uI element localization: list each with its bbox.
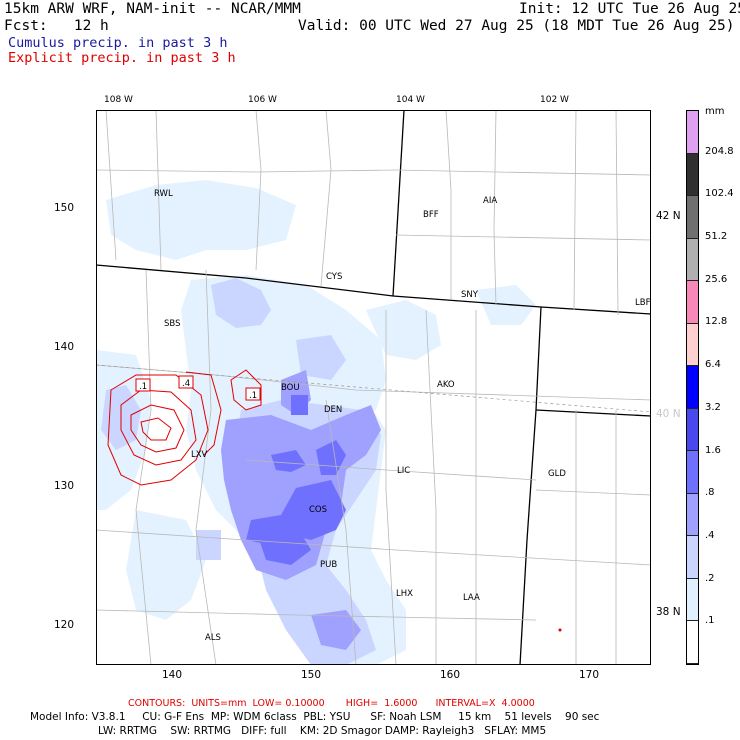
colorbar-label: 1.6 (705, 444, 721, 456)
colorbar-segment (687, 196, 698, 239)
precip-map: .1 .4 .1 RWL BFF AIA CYS SNY LBF SBS AKO… (96, 110, 651, 665)
explicit-legend-label: Explicit precip. in past 3 h (8, 50, 236, 66)
lon-label: 104 W (396, 95, 425, 105)
state-borders (96, 110, 651, 665)
station-label: LBF (635, 298, 651, 308)
colorbar-label: 102.4 (705, 188, 734, 200)
station-label: LXV (191, 450, 208, 460)
colorbar-segment (687, 408, 698, 452)
latlon-grid (96, 364, 651, 413)
contour-label-group: .1 .4 .1 (135, 375, 261, 401)
lon-label: 106 W (248, 95, 277, 105)
colorbar-label: 25.6 (705, 273, 728, 285)
lat-label: 38 N (656, 606, 681, 618)
map-frame (96, 110, 651, 665)
forecast-hour: Fcst: 12 h (4, 18, 109, 34)
colorbar-segment (687, 323, 698, 367)
explicit-precip-contours (107, 369, 262, 486)
colorbar-segment (687, 621, 698, 664)
station-label: SNY (461, 290, 479, 300)
cumulus-legend-label: Cumulus precip. in past 3 h (8, 35, 228, 51)
colorbar-label: .1 (705, 615, 715, 627)
contour-label: .1 (249, 391, 257, 401)
station-label: LHX (396, 589, 413, 599)
colorbar-label: .4 (705, 529, 715, 541)
contour-label: .4 (182, 379, 190, 389)
colorbar (686, 110, 699, 665)
colorbar-segment (687, 493, 698, 537)
station-label: DEN (324, 405, 342, 415)
lon-label: 108 W (104, 95, 133, 105)
colorbar-segment (687, 451, 698, 494)
colorbar-stack (687, 111, 698, 664)
valid-time: Valid: 00 UTC Wed 27 Aug 25 (18 MDT Tue … (298, 18, 735, 34)
colorbar-label: .8 (705, 487, 715, 499)
county-borders (96, 110, 651, 665)
station-label: BOU (281, 383, 300, 393)
left-tick-label: 130 (54, 480, 74, 492)
colorbar-unit: mm (705, 106, 725, 117)
model-info-line-2: LW: RRTMG SW: RRTMG DIFF: full KM: 2D Sm… (98, 725, 547, 737)
top-longitude-axis: 108 W 106 W 104 W 102 W (104, 95, 569, 105)
colorbar-label: 12.8 (705, 316, 728, 328)
left-tick-label: 140 (54, 341, 74, 353)
left-tick-label: 150 (54, 202, 74, 214)
init-time: Init: 12 UTC Tue 26 Aug 25 (519, 1, 740, 17)
lat-label: 42 N (656, 210, 681, 222)
lon-label: 102 W (540, 95, 569, 105)
colorbar-segment (687, 238, 698, 282)
station-label: PUB (320, 560, 337, 570)
colorbar-segment (687, 281, 698, 324)
explicit-precip-dot (558, 628, 562, 632)
station-label: CYS (326, 272, 342, 282)
precip-intense-area (246, 395, 346, 565)
colorbar-label: 6.4 (705, 359, 721, 371)
bottom-tick-label: 160 (440, 669, 460, 681)
bottom-tick-label: 140 (162, 669, 182, 681)
colorbar-segment (687, 153, 698, 197)
colorbar-label: 51.2 (705, 231, 728, 243)
model-info-line-1: Model Info: V3.8.1 CU: G-F Ens MP: WDM 6… (30, 711, 600, 723)
station-labels: RWL BFF AIA CYS SNY LBF SBS AKO BOU DEN … (154, 189, 651, 643)
station-label: LIC (397, 466, 410, 476)
station-label: GLD (548, 469, 566, 479)
colorbar-segment (687, 536, 698, 579)
contours-info: CONTOURS: UNITS=mm LOW= 0.10000 HIGH= 1.… (128, 698, 535, 709)
colorbar-label: .2 (705, 572, 715, 584)
colorbar-label: 204.8 (705, 145, 734, 157)
colorbar-segment (687, 111, 698, 154)
bottom-tick-label: 150 (301, 669, 321, 681)
colorbar-segment (687, 366, 698, 409)
lat-label: 40 N (656, 408, 681, 420)
station-label: LAA (463, 593, 480, 603)
station-label: BFF (423, 210, 439, 220)
station-label: AKO (437, 380, 455, 390)
left-axis: 150 140 130 120 (54, 202, 74, 631)
station-label: RWL (154, 189, 173, 199)
contour-label: .1 (139, 382, 147, 392)
bottom-tick-label: 170 (579, 669, 599, 681)
station-label: ALS (205, 633, 221, 643)
colorbar-segment (687, 578, 698, 622)
bottom-axis: 140 150 160 170 (162, 669, 599, 681)
left-tick-label: 120 (54, 619, 74, 631)
station-label: COS (309, 505, 327, 515)
station-label: SBS (164, 319, 180, 329)
model-title: 15km ARW WRF, NAM-init -- NCAR/MMM (4, 1, 301, 17)
station-label: AIA (483, 196, 497, 206)
colorbar-label: 3.2 (705, 401, 721, 413)
